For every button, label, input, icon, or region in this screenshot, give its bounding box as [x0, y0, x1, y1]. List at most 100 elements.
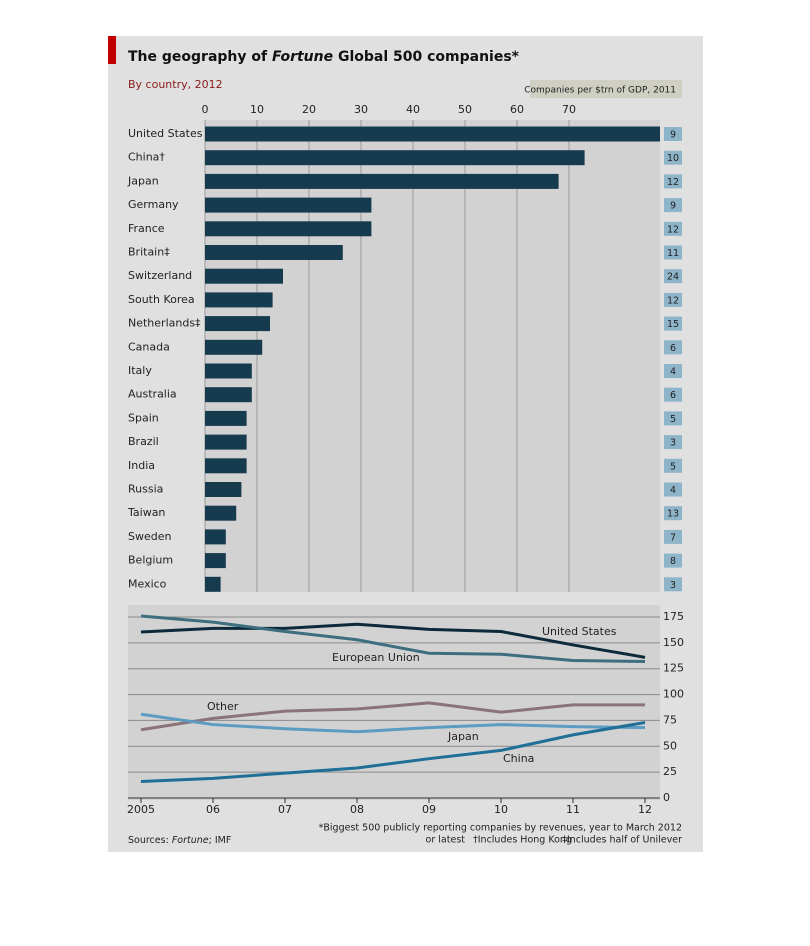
bar: [205, 363, 252, 379]
bar: [205, 150, 585, 166]
line-label: European Union: [332, 651, 420, 664]
x-tick-label: 50: [458, 103, 472, 116]
y-tick-label: United States: [128, 127, 203, 140]
text-part: ; IMF: [209, 835, 232, 846]
y-tick-label: Russia: [128, 483, 163, 496]
y-tick-label: Belgium: [128, 554, 173, 567]
y-tick-label: India: [128, 459, 155, 472]
bar: [205, 576, 221, 592]
side-box: [664, 364, 682, 378]
line-plot-area: [128, 605, 660, 800]
x-tick-label: 30: [354, 103, 368, 116]
side-value: 4: [670, 485, 676, 496]
line: [140, 721, 646, 783]
side-value: 15: [667, 319, 679, 330]
x-tick-label: 09: [422, 803, 436, 816]
side-value: 3: [670, 438, 676, 449]
bar-plot-area: [205, 120, 660, 592]
bar: [205, 387, 252, 403]
x-tick-label: 10: [494, 803, 508, 816]
x-tick-label: 20: [302, 103, 316, 116]
side-value: 10: [667, 153, 679, 164]
side-box: [664, 340, 682, 355]
y-tick-label: Netherlands‡: [128, 317, 201, 330]
text-part: Fortune: [272, 49, 333, 65]
side-value: 5: [670, 414, 676, 425]
y-tick-label: Britain‡: [128, 246, 170, 259]
line: [140, 622, 646, 659]
bar: [205, 245, 343, 260]
side-box: [664, 553, 682, 568]
x-tick-label: 06: [206, 803, 220, 816]
side-box: [664, 245, 682, 260]
side-box: [664, 458, 682, 473]
x-tick-label: 70: [562, 103, 576, 116]
y-tick-label: Brazil: [128, 435, 159, 448]
bar: [205, 268, 283, 284]
side-box: [664, 127, 682, 141]
side-value: 4: [670, 367, 676, 378]
side-box: [664, 529, 682, 544]
bar: [205, 126, 660, 142]
bar: [205, 197, 372, 213]
line: [140, 712, 646, 734]
y-tick-label: Sweden: [128, 530, 171, 543]
y-tick-label: China†: [128, 151, 165, 164]
y-tick-label: Switzerland: [128, 269, 192, 282]
side-value: 12: [667, 295, 679, 306]
y-tick-label: 0: [663, 791, 670, 804]
side-value: 5: [670, 461, 676, 472]
side-value: 24: [667, 272, 679, 283]
side-box: [664, 411, 682, 426]
side-box: [664, 316, 682, 331]
line-label: Other: [207, 700, 239, 713]
side-value: 12: [667, 224, 679, 235]
bar: [205, 505, 237, 521]
side-value: 3: [670, 580, 676, 591]
side-value: 8: [670, 556, 676, 567]
note: or latest: [426, 835, 466, 846]
bar: [205, 316, 270, 332]
y-tick-label: Spain: [128, 411, 159, 424]
side-value: 9: [670, 130, 676, 141]
bar: [205, 221, 372, 237]
side-box: [664, 198, 682, 213]
bar: [205, 434, 247, 450]
y-tick-label: Taiwan: [127, 506, 165, 519]
side-box: [664, 506, 682, 521]
text-part: Sources:: [128, 835, 172, 846]
side-box: [664, 150, 682, 165]
bar: [205, 173, 559, 189]
bar: [205, 410, 247, 426]
side-box: [664, 435, 682, 450]
x-tick-label: 07: [278, 803, 292, 816]
y-tick-label: 125: [663, 662, 684, 675]
bar: [205, 482, 242, 497]
bars: [205, 126, 660, 592]
y-tick-label: Mexico: [128, 577, 167, 590]
side-header: Companies per $trn of GDP, 2011: [524, 86, 676, 96]
x-tick-label: 60: [510, 103, 524, 116]
bar: [205, 458, 247, 474]
y-tick-label: France: [128, 222, 165, 235]
y-tick-label: Germany: [128, 198, 179, 211]
side-box: [664, 174, 682, 189]
y-tick-label: 75: [663, 713, 677, 726]
side-value: 12: [667, 177, 679, 188]
sources: Sources: Fortune; IMF: [128, 835, 231, 846]
side-box: [664, 387, 682, 402]
text-part: The geography of: [128, 49, 272, 65]
side-value: 6: [670, 390, 676, 401]
chart-subtitle: By country, 2012: [128, 78, 223, 91]
x-tick-label: 40: [406, 103, 420, 116]
x-tick-label: 0: [202, 103, 209, 116]
y-tick-label: South Korea: [128, 293, 195, 306]
text-part: Fortune: [172, 835, 209, 846]
note: †Includes Hong Kong: [473, 835, 572, 846]
side-box: [664, 577, 682, 592]
side-box: [664, 292, 682, 307]
x-tick-label: 11: [566, 803, 580, 816]
y-tick-label: 50: [663, 739, 677, 752]
side-header-bg: [530, 80, 682, 98]
